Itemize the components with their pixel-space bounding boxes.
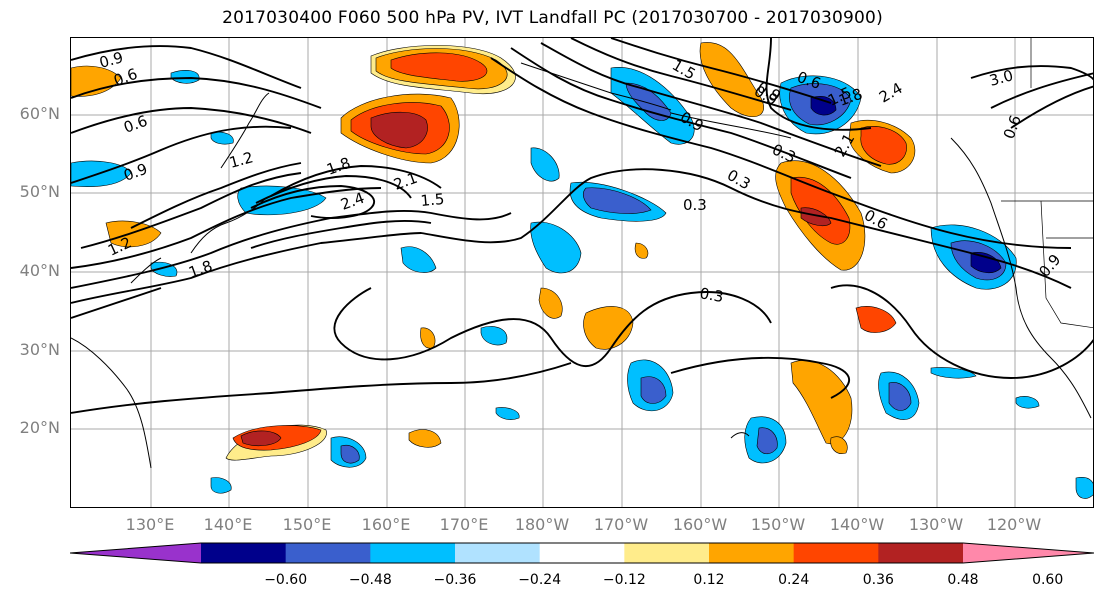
contour-label: 0.6 (1000, 113, 1025, 142)
lon-label: 170°E (439, 515, 489, 534)
colorbar-tick-label: −0.24 (518, 572, 562, 588)
contour-label: 0.9 (97, 48, 125, 72)
colorbar-tick-label: 0.12 (693, 572, 725, 588)
contour-label: 1.2 (227, 148, 255, 172)
pv-contours (71, 38, 1093, 414)
colorbar-tick-label: −0.36 (433, 572, 477, 588)
contour-label: 0.3 (724, 166, 754, 194)
lon-label: 160°W (672, 515, 728, 534)
contour-label: 0.6 (111, 65, 140, 90)
colorbar-segment (285, 543, 371, 563)
ivt-positive-shading (71, 42, 916, 461)
lon-label: 130°W (908, 515, 964, 534)
contour-label: 2.4 (876, 79, 906, 107)
graticule (71, 38, 1093, 507)
colorbar-tick-label: 0.24 (778, 572, 810, 588)
contour-label: 0.9 (1035, 251, 1064, 281)
map-panel: 0.9 0.6 0.6 0.9 1.2 1.8 2.1 2.4 1.5 0.3 … (70, 37, 1094, 508)
colorbar-segment (624, 543, 710, 563)
lat-label: 30°N (19, 340, 60, 359)
contour-label: 3.0 (987, 66, 1015, 90)
lon-label: 160°E (361, 515, 411, 534)
lat-label: 50°N (19, 182, 60, 201)
political-borders (1001, 38, 1093, 329)
lon-label: 150°E (282, 515, 332, 534)
map-canvas: 0.9 0.6 0.6 0.9 1.2 1.8 2.1 2.4 1.5 0.3 … (71, 38, 1093, 507)
coastlines (71, 62, 1092, 469)
colorbar-tick-label: −0.48 (348, 572, 392, 588)
colorbar-segment (370, 543, 456, 563)
contour-label: 0.3 (683, 196, 707, 214)
lon-label: 150°W (750, 515, 806, 534)
contour-label: 1.5 (669, 56, 699, 84)
contour-label: 2.4 (338, 189, 367, 214)
colorbar-segment (709, 543, 795, 563)
colorbar (69, 542, 1095, 568)
lon-label: 140°W (829, 515, 885, 534)
colorbar-segment (455, 543, 541, 563)
ivt-negative-shading (71, 67, 1093, 499)
colorbar-segment (201, 543, 287, 563)
contour-label: 1.5 (420, 190, 445, 210)
lon-label: 140°E (203, 515, 253, 534)
lat-label: 20°N (19, 418, 60, 437)
colorbar-extend-min (70, 543, 201, 563)
colorbar-segment (793, 543, 879, 563)
lat-label: 60°N (19, 104, 60, 123)
colorbar-segment (878, 543, 964, 563)
contour-labels: 0.9 0.6 0.6 0.9 1.2 1.8 2.1 2.4 1.5 0.3 … (97, 48, 1064, 306)
lon-label: 120°W (986, 515, 1042, 534)
contour-label: 0.3 (698, 284, 725, 306)
colorbar-extend-max (963, 543, 1094, 563)
colorbar-segment (539, 543, 625, 563)
map-title: 2017030400 F060 500 hPa PV, IVT Landfall… (222, 8, 883, 28)
contour-label: 2.1 (391, 169, 420, 194)
lat-label: 40°N (19, 261, 60, 280)
lon-label: 180°W (514, 515, 570, 534)
lon-label: 130°E (125, 515, 175, 534)
colorbar-tick-label: 0.48 (947, 572, 979, 588)
colorbar-bar (69, 542, 1095, 564)
colorbar-tick-label: 0.36 (862, 572, 894, 588)
contour-label: 1.8 (324, 154, 353, 179)
lon-label: 170°W (593, 515, 649, 534)
colorbar-tick-label: 0.60 (1032, 572, 1064, 588)
colorbar-tick-label: −0.12 (602, 572, 646, 588)
contour-label: 0.6 (861, 206, 891, 234)
colorbar-tick-label: −0.60 (264, 572, 308, 588)
